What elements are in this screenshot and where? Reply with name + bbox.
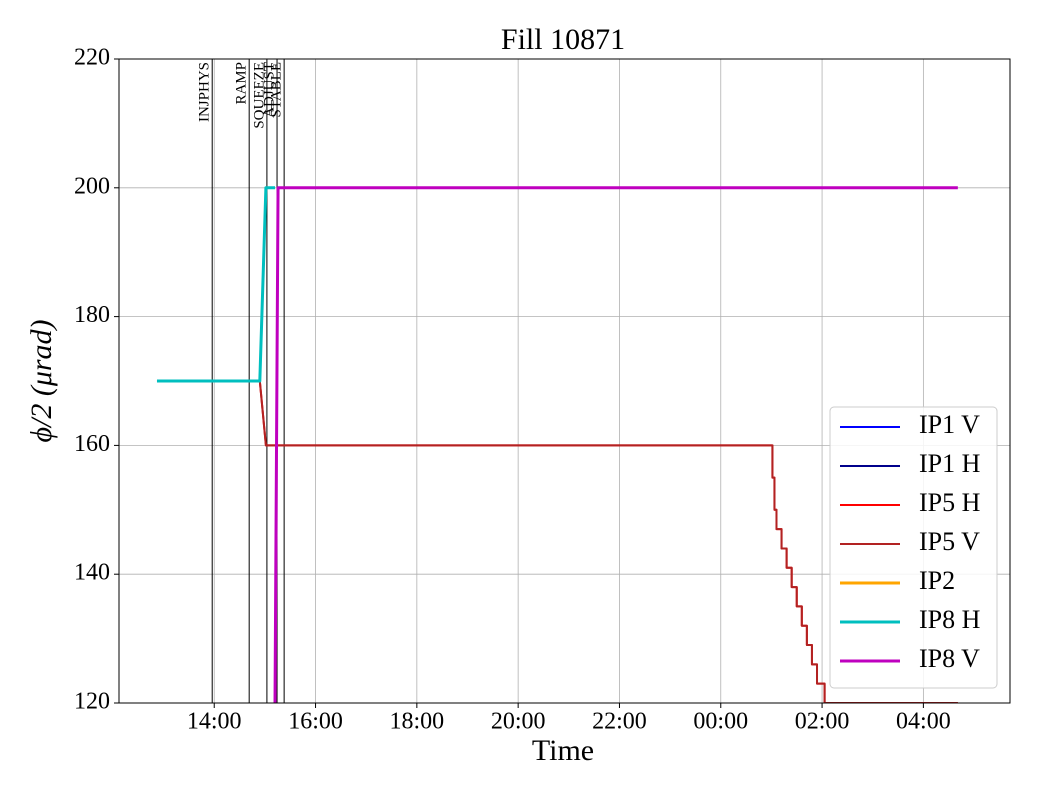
y-tick-label: 160	[74, 431, 110, 457]
x-tick-label: 16:00	[288, 709, 343, 735]
series-line	[156, 186, 276, 383]
legend-label: IP5 H	[919, 488, 981, 517]
legend-label: IP1 V	[919, 410, 980, 439]
y-tick-label: 220	[74, 45, 110, 71]
mode-label: ADJUST	[261, 62, 277, 118]
x-axis-label: Time	[532, 734, 594, 767]
y-tick-label: 140	[74, 560, 110, 586]
mode-label: STABLE	[269, 62, 285, 117]
x-tick-label: 18:00	[390, 709, 445, 735]
y-tick-label: 200	[74, 173, 110, 199]
legend-label: IP8 H	[919, 605, 981, 634]
mode-label: SQUEEZE	[251, 62, 267, 129]
x-tick-label: 04:00	[896, 709, 951, 735]
x-tick-label: 14:00	[187, 709, 242, 735]
legend-box	[829, 406, 998, 689]
y-axis-label: ϕ/2 (μrad)	[25, 319, 58, 442]
legend-label: IP5 V	[919, 527, 980, 556]
chart-title: Fill 10871	[501, 23, 625, 56]
x-tick-label: 20:00	[491, 709, 546, 735]
mode-label: RAMP	[234, 62, 250, 105]
series-line	[156, 380, 958, 703]
plot-lines	[156, 186, 958, 703]
legend-label: IP2	[919, 566, 955, 595]
x-tick-label: 22:00	[592, 709, 647, 735]
y-tick-label: 180	[74, 302, 110, 328]
mode-label: INJPHYS	[197, 62, 213, 122]
x-tick-label: 00:00	[693, 709, 748, 735]
series-line	[273, 186, 958, 703]
legend-label: IP8 V	[919, 644, 980, 673]
y-tick-label: 120	[74, 689, 110, 715]
x-tick-label: 02:00	[795, 709, 850, 735]
plot-frame	[118, 58, 1011, 704]
legend-label: IP1 H	[919, 449, 981, 478]
